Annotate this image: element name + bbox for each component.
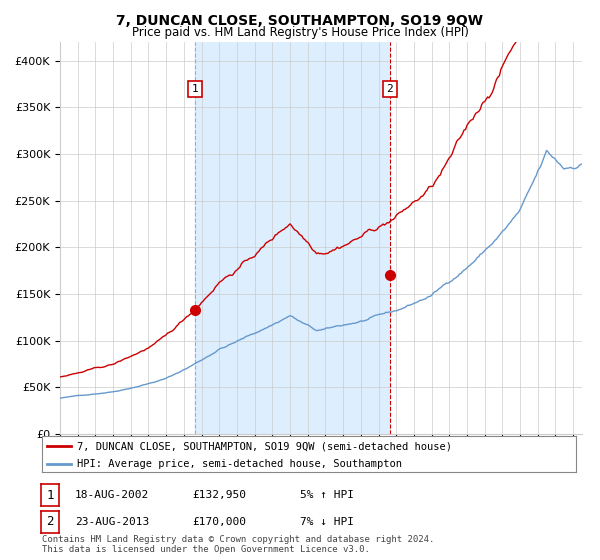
Text: Contains HM Land Registry data © Crown copyright and database right 2024.
This d: Contains HM Land Registry data © Crown c… <box>42 535 434 554</box>
Text: 5% ↑ HPI: 5% ↑ HPI <box>300 490 354 500</box>
Text: 18-AUG-2002: 18-AUG-2002 <box>75 490 149 500</box>
Text: 1: 1 <box>46 488 53 502</box>
Text: HPI: Average price, semi-detached house, Southampton: HPI: Average price, semi-detached house,… <box>77 459 402 469</box>
Text: 2: 2 <box>46 515 53 529</box>
Text: Price paid vs. HM Land Registry's House Price Index (HPI): Price paid vs. HM Land Registry's House … <box>131 26 469 39</box>
Text: 1: 1 <box>191 84 199 94</box>
Bar <box>195 42 390 434</box>
Text: £132,950: £132,950 <box>192 490 246 500</box>
Text: £170,000: £170,000 <box>192 517 246 527</box>
Text: 2: 2 <box>386 84 393 94</box>
Text: 7, DUNCAN CLOSE, SOUTHAMPTON, SO19 9QW: 7, DUNCAN CLOSE, SOUTHAMPTON, SO19 9QW <box>116 14 484 28</box>
Text: 7, DUNCAN CLOSE, SOUTHAMPTON, SO19 9QW (semi-detached house): 7, DUNCAN CLOSE, SOUTHAMPTON, SO19 9QW (… <box>77 441 452 451</box>
Text: 23-AUG-2013: 23-AUG-2013 <box>75 517 149 527</box>
Text: 7% ↓ HPI: 7% ↓ HPI <box>300 517 354 527</box>
